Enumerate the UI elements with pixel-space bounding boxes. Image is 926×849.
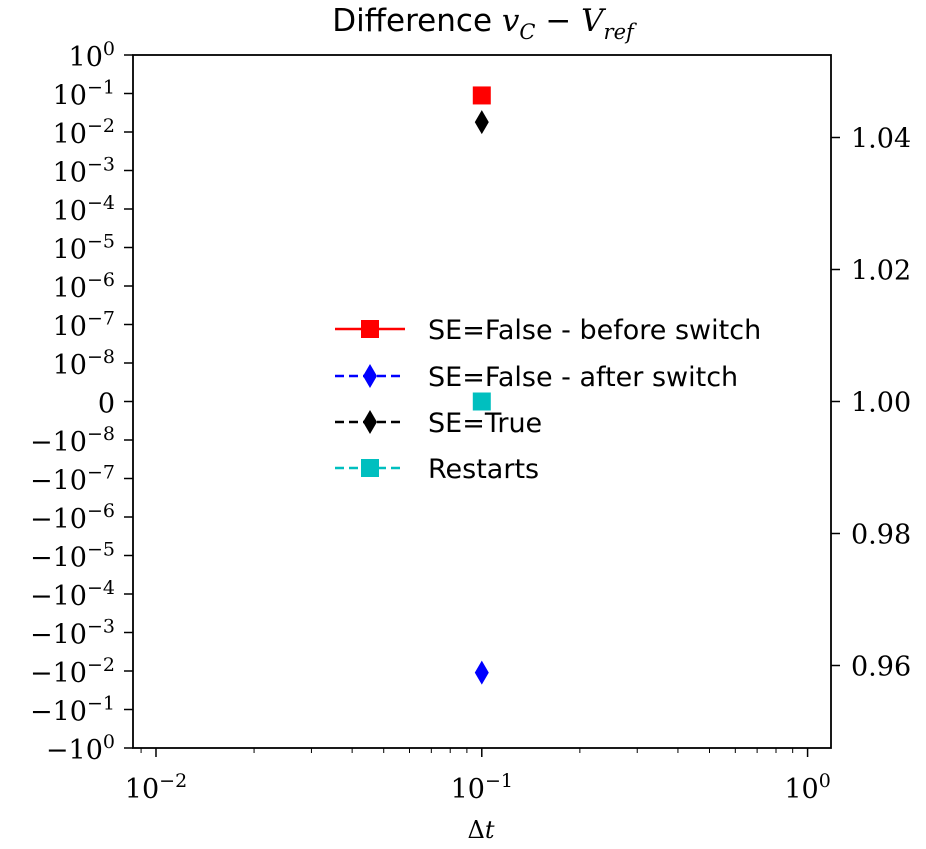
y-left-tick-label: 10−3 xyxy=(53,154,115,189)
y-left-tick-label: 100 xyxy=(69,38,115,73)
axis-ticks: 10−2 10−1 10010010−110−210−310−410−510−610… xyxy=(30,38,911,805)
legend-label-se-true: SE=True xyxy=(428,408,542,439)
chart-title-sub2: ref xyxy=(604,20,637,44)
legend-entry-before-switch: SE=False - before switch xyxy=(335,315,761,346)
y-right-tick-label: 0.96 xyxy=(851,652,911,683)
legend-label-after-switch: SE=False - after switch xyxy=(428,362,738,393)
y-left-tick-label: −100 xyxy=(46,731,115,766)
x-tick-label: 10−1 xyxy=(451,770,513,805)
chart-title-var1: v xyxy=(502,3,520,39)
legend-entry-after-switch: SE=False - after switch xyxy=(335,362,738,393)
y-left-tick-label: 0 xyxy=(98,389,115,420)
legend-entry-se-true: SE=True xyxy=(335,408,542,439)
legend-label-restarts: Restarts xyxy=(428,454,539,485)
x-axis-label: Δt xyxy=(468,816,495,844)
chart-title: Difference vC − Vref xyxy=(332,3,637,44)
y-left-tick-label: −10−3 xyxy=(30,616,115,651)
data-point-0-0 xyxy=(472,86,491,105)
legend: SE=False - before switch SE=False - afte… xyxy=(335,315,761,485)
x-tick-label: 100 xyxy=(784,770,830,805)
y-left-tick-label: −10−2 xyxy=(30,654,115,689)
y-right-tick-label: 0.98 xyxy=(851,520,911,551)
y-left-tick-label: −10−1 xyxy=(30,693,115,728)
y-left-tick-label: 10−1 xyxy=(53,77,115,112)
y-right-tick-label: 1.04 xyxy=(851,124,911,155)
y-left-tick-label: −10−4 xyxy=(30,577,115,612)
x-tick-label: 10−2 xyxy=(125,770,187,805)
data-point-2-0 xyxy=(474,110,489,135)
y-right-tick-label: 1.00 xyxy=(851,388,911,419)
y-left-tick-label: −10−6 xyxy=(30,500,115,535)
y-left-tick-label: 10−2 xyxy=(53,115,115,150)
y-left-tick-label: 10−5 xyxy=(53,231,115,266)
y-left-tick-label: −10−5 xyxy=(30,539,115,574)
y-left-tick-label: 10−7 xyxy=(53,308,115,343)
legend-label-before-switch: SE=False - before switch xyxy=(428,315,761,346)
chart-title-var2: V xyxy=(581,3,607,39)
plot-frame xyxy=(132,54,832,749)
data-markers xyxy=(472,86,491,685)
chart-title-operator: − xyxy=(535,3,581,39)
data-point-1-0 xyxy=(474,660,489,685)
y-left-tick-label: 10−8 xyxy=(53,346,115,381)
data-point-3-0 xyxy=(472,392,491,411)
x-axis-label-delta: Δ xyxy=(468,816,485,844)
chart-title-prefix: Difference xyxy=(332,3,502,39)
chart-title-sub1: C xyxy=(519,20,535,44)
y-left-tick-label: −10−7 xyxy=(30,462,115,497)
y-left-tick-label: 10−4 xyxy=(53,192,115,227)
legend-entry-restarts: Restarts xyxy=(335,454,539,485)
y-right-tick-label: 1.02 xyxy=(851,256,911,287)
y-left-tick-label: 10−6 xyxy=(53,269,115,304)
y-left-tick-label: −10−8 xyxy=(30,423,115,458)
x-axis-label-var: t xyxy=(485,816,495,844)
